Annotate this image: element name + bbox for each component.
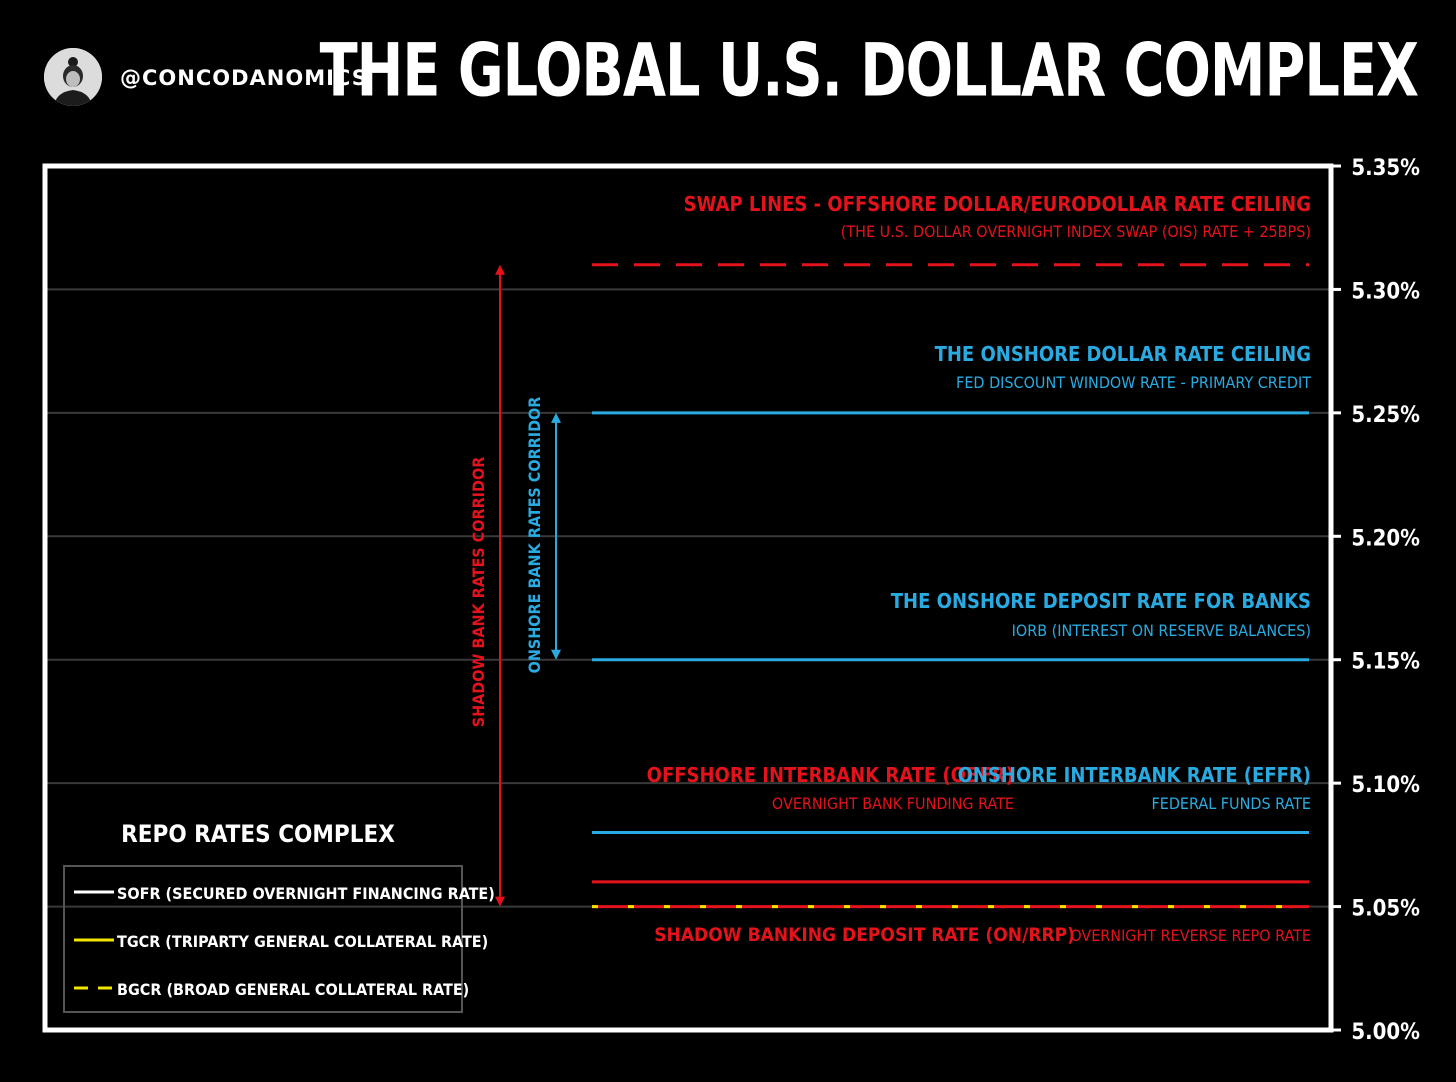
- author-handle: @CONCODANOMICS: [120, 66, 368, 90]
- page-title: THE GLOBAL U.S. DOLLAR COMPLEX: [319, 26, 1419, 114]
- legend-title: REPO RATES COMPLEX: [121, 820, 395, 848]
- annotation-title-obfr: OFFSHORE INTERBANK RATE (OBFR): [647, 763, 1014, 787]
- legend-box: [63, 865, 463, 1013]
- corridor-arrow-head: [495, 264, 505, 275]
- rate-annotations: SWAP LINES - OFFSHORE DOLLAR/EURODOLLAR …: [647, 192, 1312, 946]
- avatar: [44, 48, 102, 106]
- legend: REPO RATES COMPLEX SOFR (SECURED OVERNIGH…: [63, 820, 495, 1013]
- y-axis: 5.00% 5.05% 5.10% 5.15% 5.20% 5.25% 5.30% 5.35%: [1331, 156, 1420, 1045]
- annotation-subtitle-iorb: IORB (INTEREST ON RESERVE BALANCES): [1012, 621, 1311, 640]
- corridor-arrow-head: [551, 649, 561, 660]
- y-tick-label: 5.15%: [1351, 650, 1420, 675]
- y-tick-label: 5.05%: [1351, 897, 1420, 922]
- corridor-arrow-head: [495, 896, 505, 907]
- annotation-title-swap: SWAP LINES - OFFSHORE DOLLAR/EURODOLLAR …: [684, 192, 1311, 216]
- y-tick-label: 5.20%: [1351, 526, 1420, 551]
- corridor-arrow-head: [551, 412, 561, 423]
- y-tick-label: 5.10%: [1351, 773, 1420, 798]
- corridor-label: ONSHORE BANK RATES CORRIDOR: [525, 397, 544, 674]
- rate-lines: [592, 263, 1309, 909]
- y-tick-label: 5.25%: [1351, 403, 1420, 428]
- annotation-subtitle-onrrp: OVERNIGHT REVERSE REPO RATE: [1070, 926, 1311, 945]
- annotation-subtitle-ceiling: FED DISCOUNT WINDOW RATE - PRIMARY CREDI…: [956, 373, 1311, 392]
- legend-entry: BGCR (BROAD GENERAL COLLATERAL RATE): [117, 980, 469, 999]
- annotation-title-ceiling: THE ONSHORE DOLLAR RATE CEILING: [935, 342, 1311, 366]
- annotation-subtitle-effr: FEDERAL FUNDS RATE: [1151, 794, 1311, 813]
- annotation-title-effr: ONSHORE INTERBANK RATE (EFFR): [958, 763, 1311, 787]
- legend-entry: SOFR (SECURED OVERNIGHT FINANCING RATE): [117, 884, 495, 903]
- chart-frame: [42, 163, 1334, 1033]
- y-tick-label: 5.00%: [1351, 1020, 1420, 1045]
- y-tick-label: 5.30%: [1351, 279, 1420, 304]
- corridor-label: SHADOW BANK RATES CORRIDOR: [469, 457, 488, 728]
- annotation-subtitle-swap: (THE U.S. DOLLAR OVERNIGHT INDEX SWAP (O…: [841, 222, 1311, 241]
- avatar-portrait: [44, 48, 102, 106]
- annotation-title-onrrp: SHADOW BANKING DEPOSIT RATE (ON/RRP): [654, 924, 1075, 946]
- annotation-title-iorb: THE ONSHORE DEPOSIT RATE FOR BANKS: [891, 589, 1311, 613]
- y-tick-label: 5.35%: [1351, 156, 1420, 181]
- corridors: SHADOW BANK RATES CORRIDOR ONSHORE BANK R…: [469, 264, 561, 907]
- annotation-subtitle-obfr: OVERNIGHT BANK FUNDING RATE: [772, 794, 1014, 813]
- legend-entry: TGCR (TRIPARTY GENERAL COLLATERAL RATE): [117, 932, 488, 951]
